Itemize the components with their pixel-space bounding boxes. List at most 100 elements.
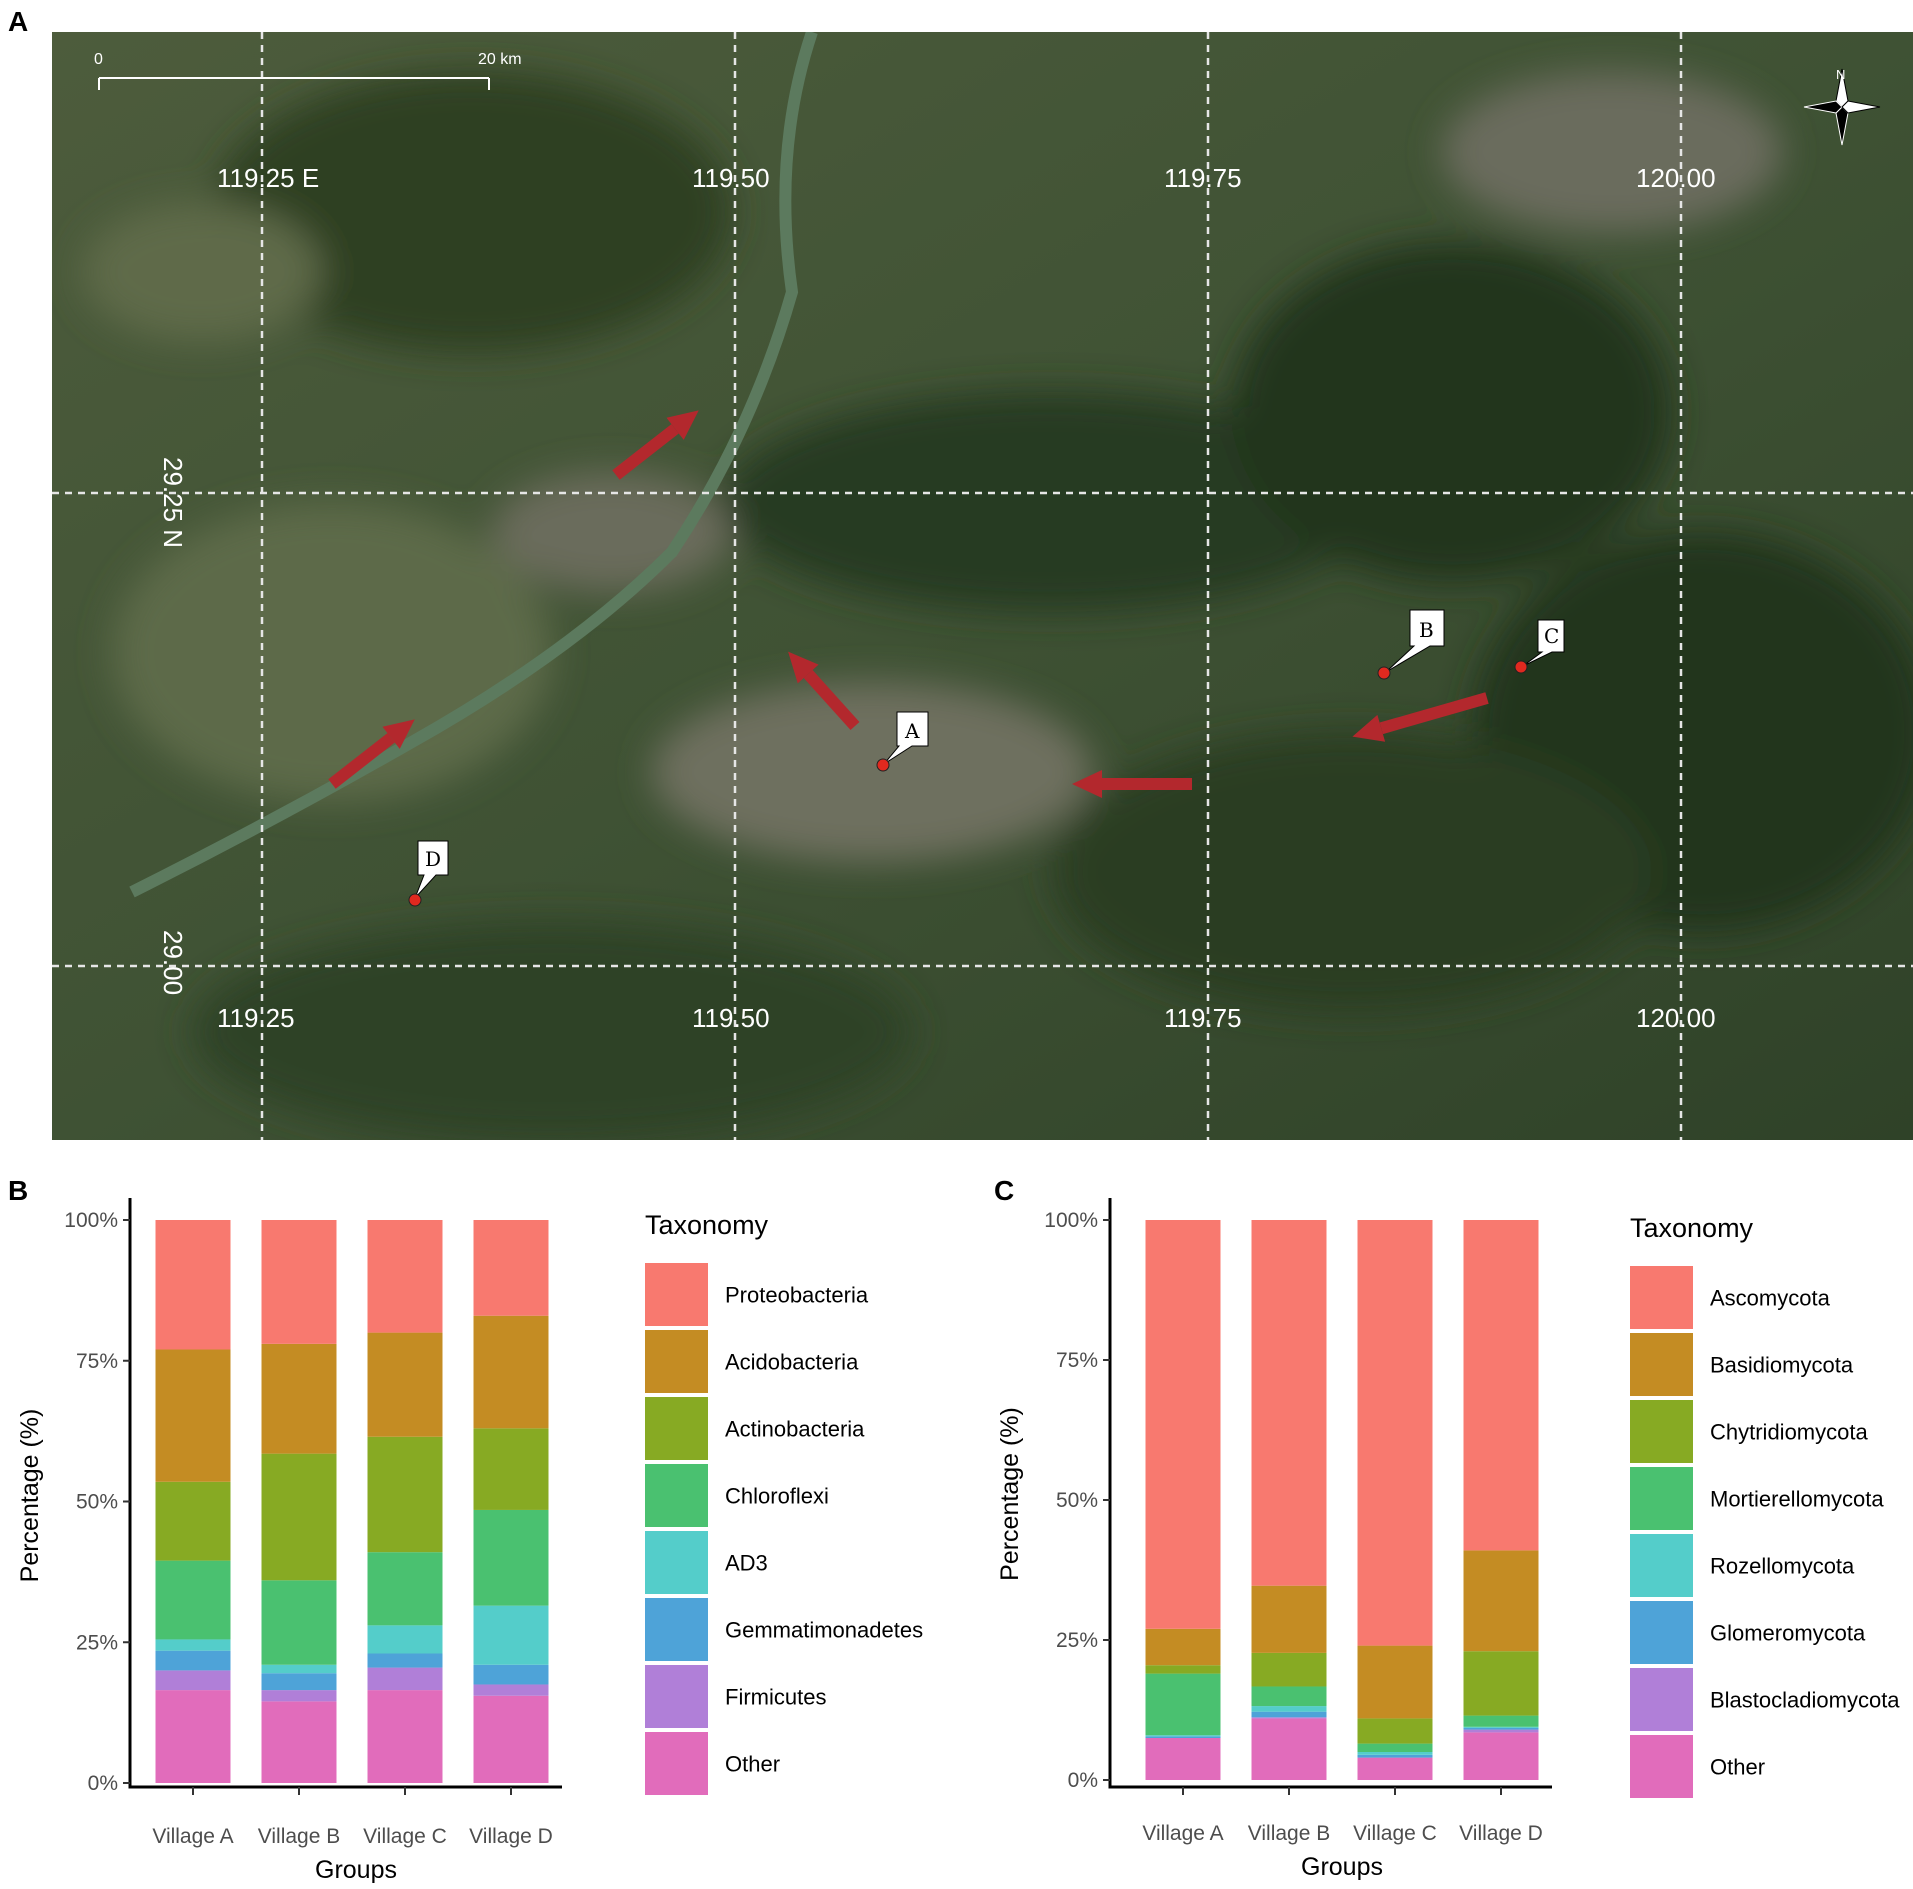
x-tick-label: Village C [1353,1822,1437,1845]
bar-segment [1357,1743,1433,1752]
bar-segment [473,1509,549,1606]
legend-key [645,1330,708,1393]
legend-key [1630,1601,1693,1664]
graticule [52,32,1913,1140]
site-marker-b: B [1377,609,1445,680]
panel-letter-a: A [8,6,29,37]
bar-segment [367,1653,443,1668]
bar-segment [1251,1652,1327,1687]
lat-label: 29.25 N [158,457,188,548]
bar-segment [1463,1651,1539,1716]
bar-segment [1463,1220,1539,1551]
scale-start-label: 0 [94,51,103,68]
legend-label: Chloroflexi [725,1484,829,1509]
legend-title: Taxonomy [1630,1213,1754,1243]
lon-label-top: 119.50 [692,163,770,193]
bar-segment [473,1664,549,1685]
site-label: D [425,847,441,871]
panel-letter-b: B [8,1175,29,1206]
bar-segment [367,1552,443,1626]
legend-label: Chytridiomycota [1710,1420,1868,1445]
lat-label: 29.00 [158,930,188,995]
lon-label-top: 120.00 [1636,163,1716,193]
bar-segment [1251,1706,1327,1712]
bacterial-composition-chart: 0% 25% 50% 75% 100% Village A Village B Village… [16,1198,923,1884]
y-tick-label: 50% [76,1491,118,1514]
bar-segment [1145,1628,1221,1666]
y-tick-label: 100% [1044,1209,1098,1232]
site-label: B [1419,618,1434,642]
legend-label: Actinobacteria [725,1417,865,1442]
legend-label: AD3 [725,1551,768,1576]
longitude-labels-top: 119.25 E 119.50 119.75 120.00 [217,163,1716,193]
bar-segment [367,1667,443,1691]
legend-label: Firmicutes [725,1685,826,1710]
y-tick-label: 0% [1068,1769,1098,1792]
legend-label: Mortierellomycota [1710,1487,1884,1512]
site-marker-d: D [408,840,449,907]
bar-segment [155,1650,231,1671]
bar-segment [1145,1738,1221,1780]
flow-arrows [328,410,1489,798]
flow-arrow [1072,770,1192,798]
bar-segment [155,1349,231,1482]
x-tick-label: Village C [363,1825,447,1848]
y-tick-label: 25% [1056,1629,1098,1652]
panel-letter-c: C [994,1175,1015,1206]
bar-segment [261,1701,337,1783]
river [129,32,818,898]
bar-segment [367,1332,443,1437]
lon-label-bottom: 119.75 [1164,1003,1242,1033]
site-label: A [904,719,920,743]
bar-segment [155,1560,231,1640]
lon-label-top: 119.75 [1164,163,1242,193]
legend-key [645,1598,708,1661]
bar-segment [155,1639,231,1651]
scale-end-label: 20 km [478,51,522,68]
x-tick-label: Village D [1459,1822,1543,1845]
y-tick-label: 25% [76,1631,118,1654]
x-axis-title: Groups [315,1856,397,1884]
legend-key [645,1397,708,1460]
flow-arrow [788,651,860,731]
x-axis-title: Groups [1301,1853,1383,1881]
bar-segment [1357,1645,1433,1719]
legend-title: Taxonomy [645,1210,769,1240]
legend-label: Basidiomycota [1710,1353,1854,1378]
bar-segment [1145,1673,1221,1736]
legend-key [645,1732,708,1795]
y-axis-title: Percentage (%) [16,1409,44,1583]
legend-label: Blastocladiomycota [1710,1688,1900,1713]
legend-label: Acidobacteria [725,1350,859,1375]
bar-segment [1145,1736,1221,1738]
bar-segment [261,1453,337,1581]
bar-segment [1145,1220,1221,1629]
bar-segment [367,1436,443,1553]
legend-label: Ascomycota [1710,1286,1831,1311]
lon-label-bottom: 120.00 [1636,1003,1716,1033]
bar-segment [473,1605,549,1665]
bar-segment [367,1625,443,1654]
legend-label: Rozellomycota [1710,1554,1855,1579]
map-canvas: 0 20 km N 119.25 E 119.50 119.75 120.00 … [52,32,1913,1140]
bar-segment [261,1343,337,1454]
lon-label-bottom: 119.25 [217,1003,295,1033]
bar-segment [155,1220,231,1350]
bar-segment [1251,1717,1327,1719]
bar-segment [1357,1757,1433,1780]
legend-key [645,1665,708,1728]
bar-segment [1357,1220,1433,1646]
bar-segment [155,1670,231,1691]
legend-key [645,1464,708,1527]
bar-segment [1463,1729,1539,1733]
legend-key [1630,1467,1693,1530]
flow-arrow [612,410,699,480]
x-tick-label: Village B [1248,1822,1331,1845]
bar-segment [473,1684,549,1696]
bar-segment [473,1315,549,1429]
y-tick-label: 75% [76,1350,118,1373]
legend-label: Other [725,1752,780,1777]
lon-label-bottom: 119.50 [692,1003,770,1033]
bar-segment [1251,1585,1327,1653]
y-tick-label: 50% [1056,1489,1098,1512]
